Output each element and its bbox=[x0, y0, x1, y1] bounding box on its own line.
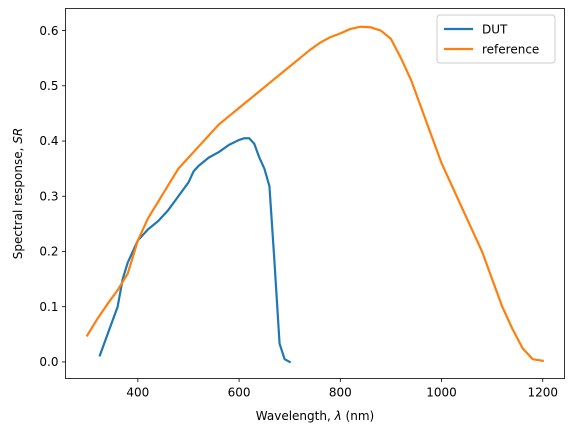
series-line-dut bbox=[98, 137, 292, 364]
y-tick-label: 0.5 bbox=[39, 79, 58, 93]
legend-label-reference: reference bbox=[482, 43, 539, 57]
x-tick-label: 1200 bbox=[527, 386, 558, 400]
x-axis: 400 600 800 1000 1200 bbox=[126, 378, 558, 400]
legend-label-dut: DUT bbox=[482, 23, 508, 37]
y-tick-label: 0.6 bbox=[39, 24, 58, 38]
y-tick-label: 0.3 bbox=[39, 189, 58, 203]
x-axis-label: Wavelength, λ (nm) bbox=[256, 409, 374, 423]
legend: DUT reference bbox=[436, 14, 556, 64]
x-tick-label: 600 bbox=[228, 386, 251, 400]
series-line-reference bbox=[85, 25, 545, 363]
y-tick-label: 0.2 bbox=[39, 245, 58, 259]
x-tick-label: 1000 bbox=[426, 386, 457, 400]
legend-box bbox=[436, 14, 556, 64]
plot-frame bbox=[65, 8, 565, 379]
series-layer bbox=[85, 25, 545, 364]
y-tick-label: 0.1 bbox=[39, 300, 58, 314]
y-axis-label: Spectral response, SR bbox=[11, 128, 25, 259]
y-axis: 0.0 0.1 0.2 0.3 0.4 0.5 0.6 bbox=[39, 24, 66, 369]
x-tick-label: 800 bbox=[329, 386, 352, 400]
x-tick-label: 400 bbox=[126, 386, 149, 400]
y-tick-label: 0.4 bbox=[39, 134, 58, 148]
y-tick-label: 0.0 bbox=[39, 355, 58, 369]
